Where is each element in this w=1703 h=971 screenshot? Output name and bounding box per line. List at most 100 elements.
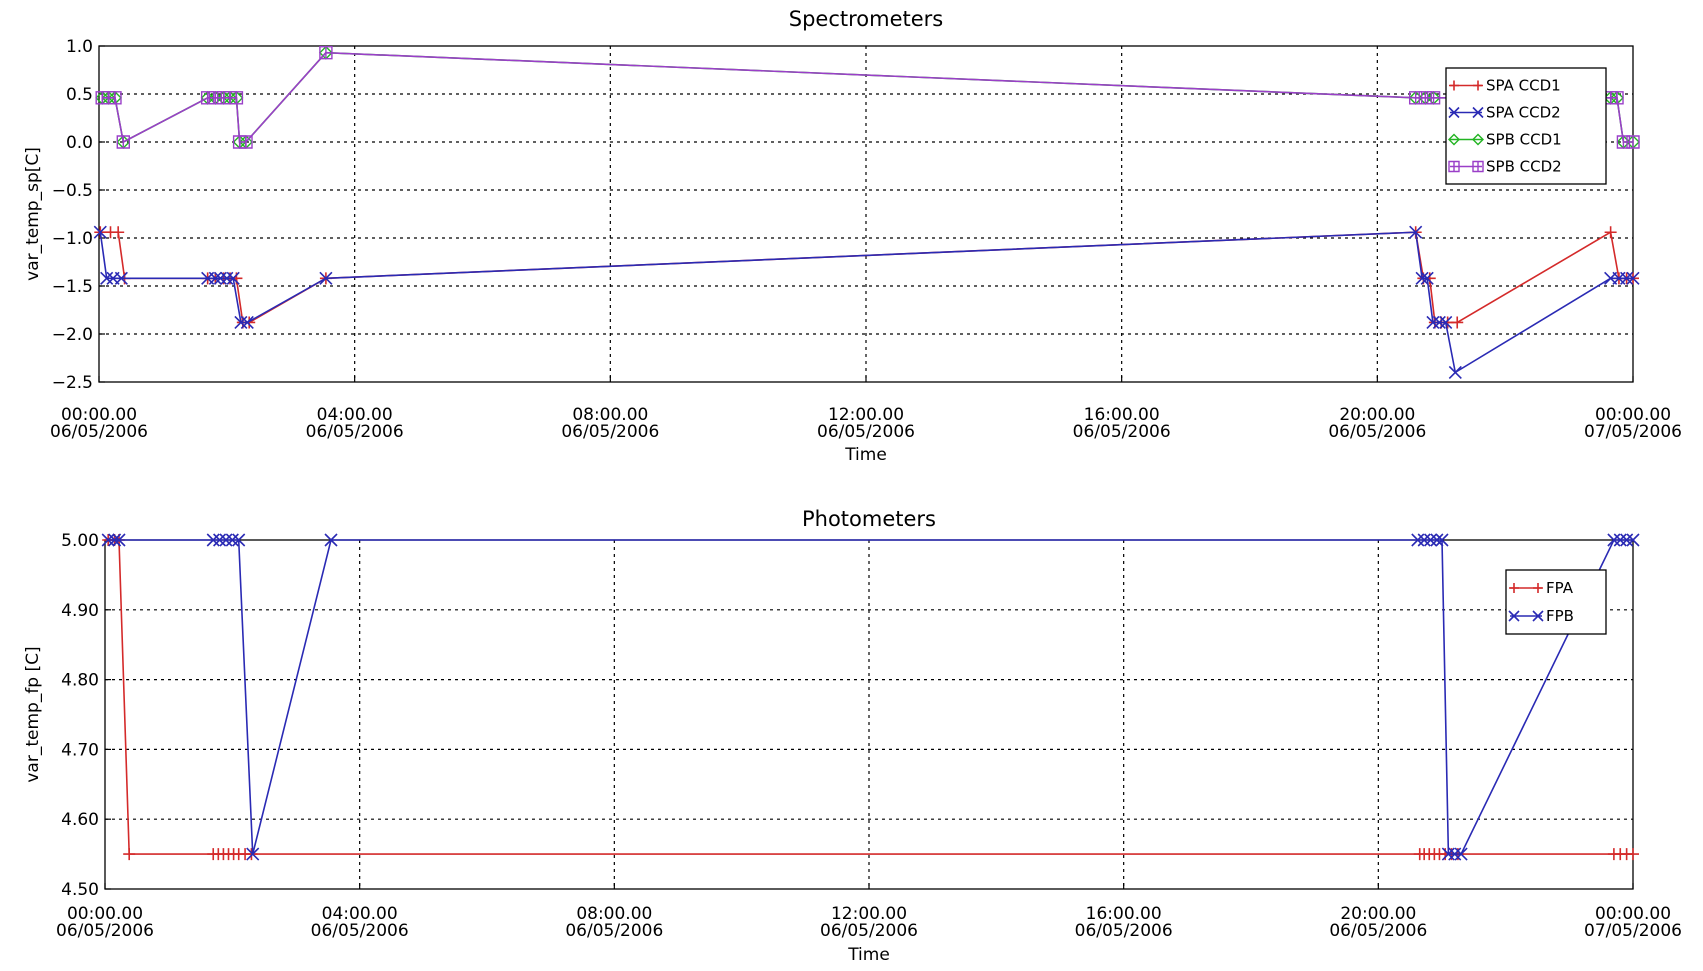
x-tick-time-label: 12:00.00	[831, 904, 907, 924]
x-tick-time-label: 16:00.00	[1084, 405, 1160, 425]
data-point	[1415, 271, 1429, 285]
data-point	[1454, 847, 1468, 861]
x-tick-date-label: 06/05/2006	[1073, 422, 1171, 442]
data-point	[1627, 848, 1639, 861]
series-spa-ccd2	[93, 225, 1640, 379]
data-point	[1610, 91, 1624, 105]
x-tick-date-label: 06/05/2006	[820, 921, 918, 941]
x-tick-date-label: 06/05/2006	[56, 921, 154, 941]
legend-swatch-marker	[1449, 80, 1459, 91]
y-tick-label: −1.5	[52, 277, 93, 297]
legend-entry-label: SPA CCD1	[1486, 77, 1561, 95]
x-tick-date-label: 06/05/2006	[561, 422, 659, 442]
data-point	[324, 533, 338, 547]
x-tick-date-label: 06/05/2006	[1329, 921, 1427, 941]
data-point	[114, 271, 128, 285]
legend-entry-label: SPB CCD2	[1486, 158, 1562, 176]
data-point	[219, 533, 233, 547]
y-axis-label: var_temp_sp[C]	[23, 147, 43, 281]
series-line	[102, 51, 1633, 144]
series-spb-ccd2	[95, 46, 1640, 149]
y-tick-label: 4.60	[61, 810, 99, 830]
x-tick-time-label: 00:00.00	[61, 405, 137, 425]
data-point	[208, 271, 222, 285]
x-tick-date-label: 06/05/2006	[311, 921, 409, 941]
x-tick-date-label: 07/05/2006	[1584, 422, 1682, 442]
data-point	[240, 315, 254, 330]
data-point	[1417, 533, 1431, 547]
legend-swatch-marker	[1448, 160, 1460, 173]
data-point	[1432, 315, 1446, 330]
data-point	[220, 271, 234, 285]
data-point	[239, 135, 253, 149]
legend-swatch-marker	[1508, 610, 1520, 622]
data-point	[1430, 533, 1444, 547]
data-point	[1439, 315, 1453, 330]
data-point	[226, 271, 240, 285]
data-point	[1420, 271, 1434, 285]
data-point	[319, 271, 333, 285]
x-tick-date-label: 06/05/2006	[817, 422, 915, 442]
series-line	[108, 539, 1633, 855]
data-point	[100, 271, 114, 285]
data-point	[112, 533, 126, 547]
data-point	[213, 533, 227, 547]
data-point	[319, 46, 333, 60]
spectrometers-plot: Spectrometers 1.0 0.5 0.0 −0.5 −1.0 −1.5 −2.0 −2…	[23, 7, 1682, 465]
legend-swatch-marker	[1509, 583, 1519, 593]
data-point	[1409, 225, 1423, 239]
data-point	[1426, 91, 1441, 105]
data-point	[123, 848, 136, 861]
legend-swatch-marker	[1472, 160, 1484, 173]
y-tick-label: 4.70	[61, 740, 99, 760]
data-point	[245, 848, 258, 861]
x-tick-date-label: 06/05/2006	[306, 422, 404, 442]
legend-entry-label: FPB	[1546, 607, 1574, 625]
data-point	[246, 847, 260, 861]
series-line	[99, 231, 1633, 374]
data-point	[229, 91, 244, 105]
data-point	[1448, 365, 1462, 379]
x-tick-time-label: 00:00.00	[1595, 405, 1671, 425]
data-point	[234, 315, 248, 330]
data-point	[93, 225, 107, 239]
data-point	[1423, 533, 1438, 547]
x-tick-time-label: 00:00.00	[67, 904, 143, 924]
y-tick-label: 1.0	[66, 37, 93, 57]
data-point	[1620, 271, 1634, 285]
y-tick-label: −2.5	[52, 373, 93, 393]
x-tick-date-label: 07/05/2006	[1584, 921, 1682, 941]
data-point	[225, 533, 239, 547]
data-point	[112, 226, 125, 239]
legend-entry-label: SPA CCD2	[1486, 104, 1561, 122]
data-point	[107, 533, 122, 547]
y-tick-label: 5.00	[61, 531, 99, 551]
data-point	[1441, 847, 1455, 861]
legend-swatch-marker	[1473, 80, 1483, 91]
data-point	[1620, 533, 1634, 547]
x-tick-time-label: 08:00.00	[572, 405, 648, 425]
x-tick-date-label: 06/05/2006	[50, 422, 148, 442]
data-point	[1451, 316, 1464, 329]
y-tick-label: 4.80	[61, 671, 99, 691]
series-fpa	[102, 534, 1639, 861]
data-point	[1411, 533, 1425, 547]
x-tick-time-label: 12:00.00	[828, 405, 904, 425]
x-tick-time-label: 08:00.00	[576, 904, 652, 924]
data-point	[1626, 271, 1640, 285]
y-tick-label: −0.5	[52, 181, 93, 201]
x-tick-time-label: 16:00.00	[1086, 904, 1162, 924]
y-tick-label: −1.0	[52, 229, 93, 249]
data-point	[1613, 533, 1627, 547]
gridlines	[105, 540, 1633, 889]
x-tick-time-label: 04:00.00	[322, 904, 398, 924]
y-tick-label: −2.0	[52, 325, 93, 345]
data-point	[108, 91, 122, 105]
x-tick-time-label: 04:00.00	[317, 405, 393, 425]
legend-swatch-marker	[1472, 133, 1484, 146]
legend-entry-label: SPB CCD1	[1486, 131, 1562, 149]
x-tick-date-label: 06/05/2006	[1075, 921, 1173, 941]
x-tick-date-label: 06/05/2006	[565, 921, 663, 941]
data-point	[1626, 135, 1640, 149]
